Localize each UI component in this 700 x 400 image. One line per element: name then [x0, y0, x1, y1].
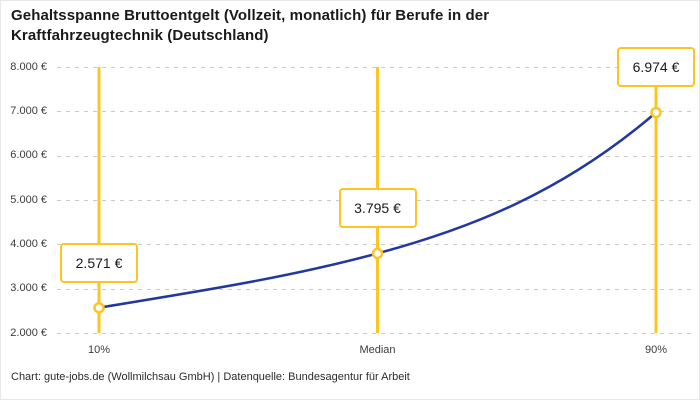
y-tick-label: 6.000 €: [10, 149, 47, 162]
y-tick-label: 4.000 €: [10, 237, 47, 250]
value-label: 2.571 €: [60, 242, 138, 283]
data-point-marker: [93, 301, 105, 314]
y-tick-label: 7.000 €: [10, 104, 47, 117]
x-tick-label: 10%: [87, 344, 111, 356]
value-label: 3.795 €: [338, 188, 417, 229]
value-label: 6.974 €: [617, 47, 695, 88]
data-point-marker: [650, 106, 662, 119]
y-tick-label: 2.000 €: [10, 326, 47, 339]
attribution-text: Chart: gute-jobs.de (Wollmilchsau GmbH) …: [11, 371, 410, 383]
data-point-marker: [371, 247, 384, 260]
chart-title: Gehaltsspanne Bruttoentgelt (Vollzeit, m…: [11, 7, 490, 45]
x-tick-label: 90%: [644, 344, 668, 356]
y-tick-label: 8.000 €: [10, 60, 47, 73]
y-tick-label: 3.000 €: [10, 282, 47, 295]
y-tick-label: 5.000 €: [10, 193, 47, 206]
x-tick-label: Median: [359, 344, 396, 356]
